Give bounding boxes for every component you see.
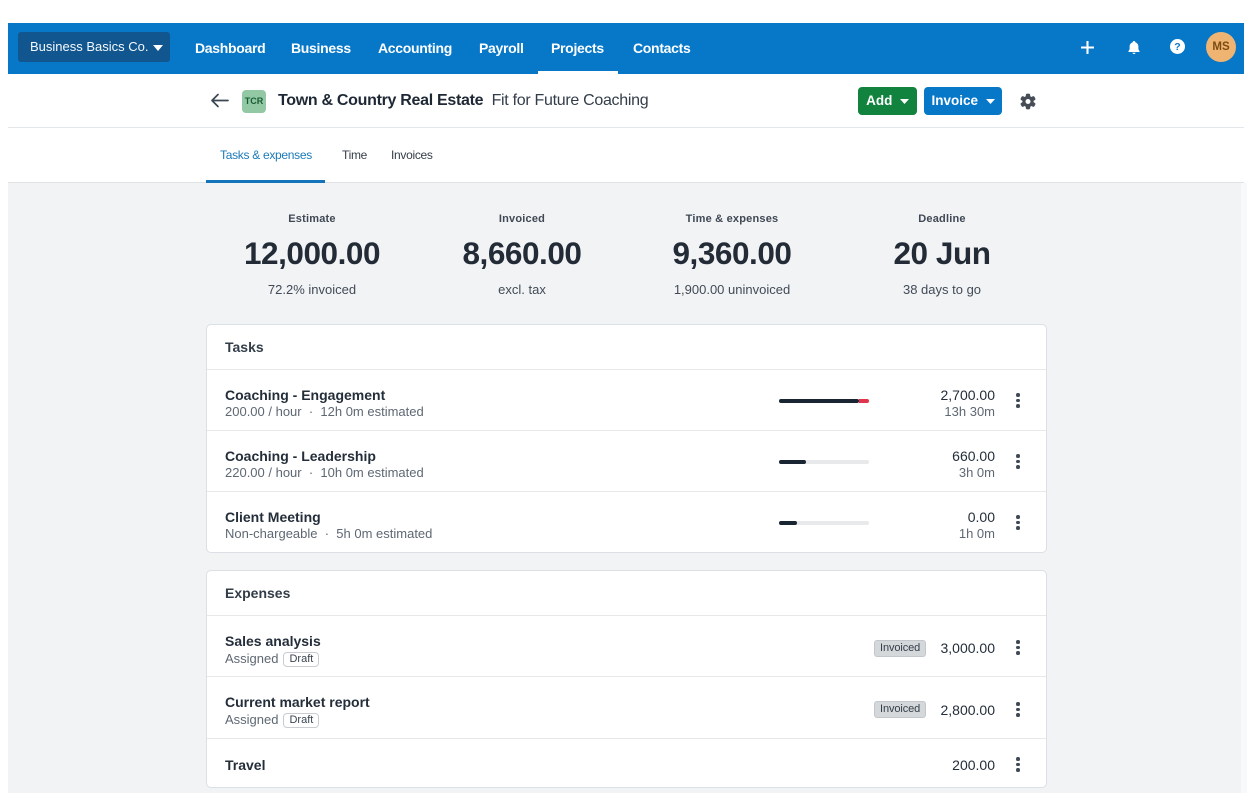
svg-text:?: ? [1174, 41, 1180, 53]
